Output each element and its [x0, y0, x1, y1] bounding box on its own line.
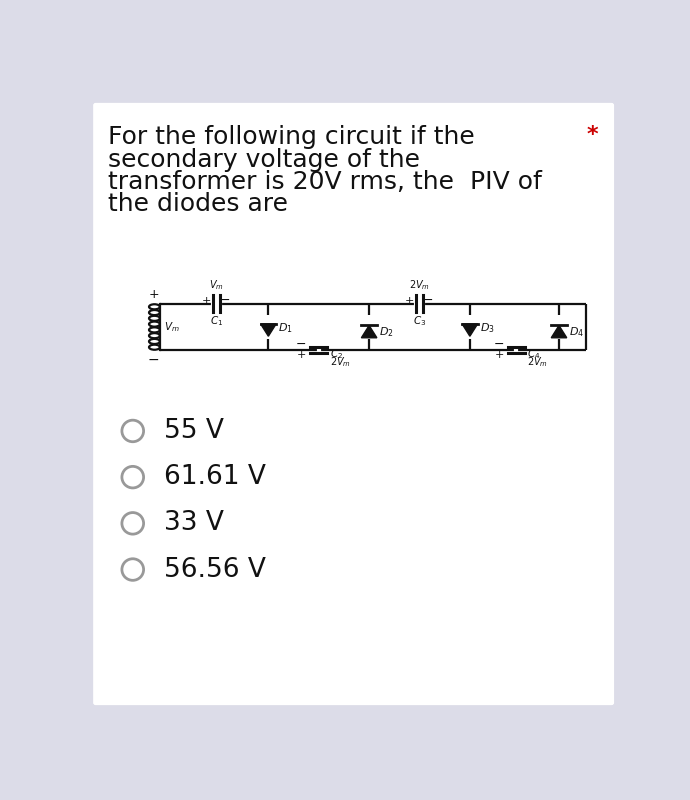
Text: secondary voltage of the: secondary voltage of the	[108, 147, 420, 171]
Text: $V_m$: $V_m$	[164, 320, 179, 334]
Polygon shape	[551, 326, 566, 338]
Circle shape	[122, 466, 144, 488]
Text: $D_2$: $D_2$	[380, 325, 394, 338]
Text: $2V_m$: $2V_m$	[527, 354, 549, 369]
Polygon shape	[462, 324, 477, 336]
Ellipse shape	[149, 339, 160, 344]
Text: −: −	[148, 353, 159, 367]
Text: +: +	[297, 350, 306, 361]
Text: $2V_m$: $2V_m$	[409, 278, 430, 292]
Text: $C_4$: $C_4$	[527, 347, 541, 361]
Text: +: +	[148, 288, 159, 301]
Text: 56.56 V: 56.56 V	[164, 557, 266, 582]
Ellipse shape	[149, 316, 160, 321]
Circle shape	[122, 420, 144, 442]
Text: −: −	[296, 338, 306, 351]
Ellipse shape	[149, 304, 160, 310]
Text: +: +	[201, 296, 211, 306]
Text: the diodes are: the diodes are	[108, 192, 288, 216]
Ellipse shape	[149, 310, 160, 315]
Polygon shape	[362, 326, 377, 338]
Text: −: −	[219, 294, 230, 307]
Text: *: *	[586, 126, 598, 146]
Ellipse shape	[149, 322, 160, 326]
Text: transformer is 20V rms, the  PIV of: transformer is 20V rms, the PIV of	[108, 170, 542, 194]
Text: −: −	[493, 338, 504, 351]
Text: +: +	[495, 350, 504, 361]
Ellipse shape	[149, 345, 160, 350]
Text: $C_2$: $C_2$	[330, 347, 343, 361]
Text: $D_4$: $D_4$	[569, 325, 584, 338]
Text: For the following circuit if the: For the following circuit if the	[108, 126, 475, 150]
Text: $D_1$: $D_1$	[279, 321, 293, 334]
Text: 33 V: 33 V	[164, 510, 224, 536]
Ellipse shape	[149, 333, 160, 338]
Text: $D_3$: $D_3$	[480, 321, 495, 334]
FancyBboxPatch shape	[92, 102, 615, 706]
Text: +: +	[405, 296, 414, 306]
Text: $C_1$: $C_1$	[210, 314, 223, 329]
Ellipse shape	[149, 327, 160, 333]
Circle shape	[122, 558, 144, 580]
Polygon shape	[261, 324, 276, 336]
Text: $C_3$: $C_3$	[413, 314, 426, 329]
Circle shape	[122, 513, 144, 534]
Text: 55 V: 55 V	[164, 418, 224, 444]
Text: $2V_m$: $2V_m$	[330, 354, 351, 369]
Text: −: −	[423, 294, 433, 307]
Text: $V_m$: $V_m$	[209, 278, 224, 292]
Text: 61.61 V: 61.61 V	[164, 464, 266, 490]
